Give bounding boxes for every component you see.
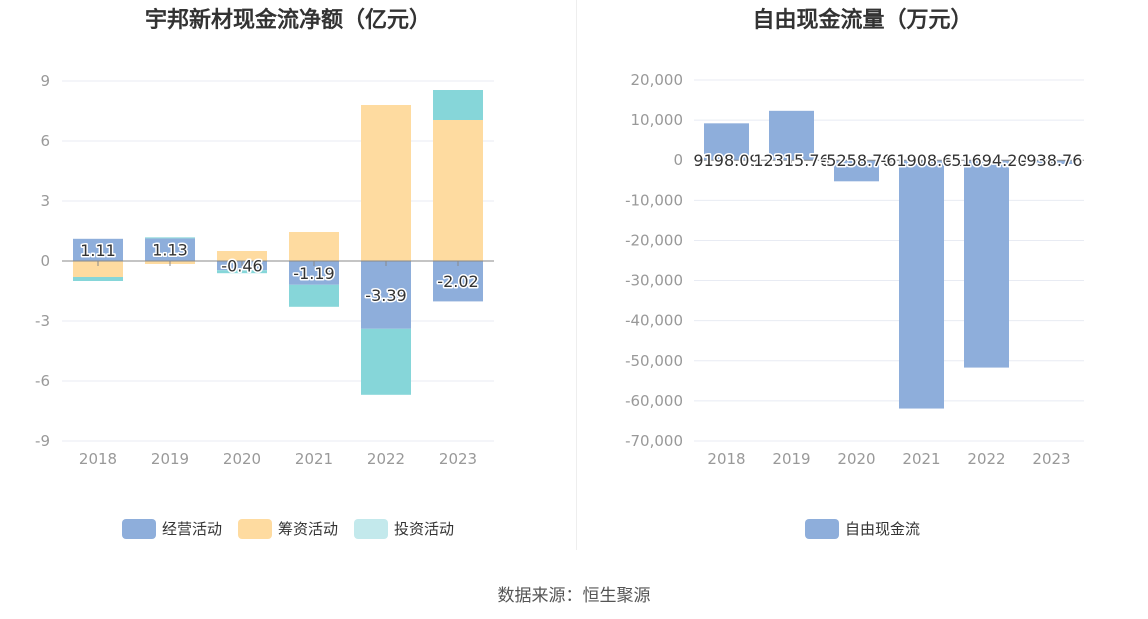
y-tick-label: -20,000 bbox=[625, 231, 683, 249]
x-tick-label: 2018 bbox=[79, 450, 117, 468]
x-tick-label: 2018 bbox=[707, 450, 745, 468]
y-tick-label: -50,000 bbox=[625, 352, 683, 370]
bar-经营活动-2018 bbox=[73, 238, 123, 261]
bar-自由现金流-2019 bbox=[769, 110, 814, 161]
bar-投资活动-2022 bbox=[361, 328, 411, 395]
x-tick-label: 2023 bbox=[1032, 450, 1070, 468]
x-tick-label: 2021 bbox=[295, 450, 333, 468]
x-tick-label: 2020 bbox=[223, 450, 261, 468]
legend-label: 自由现金流 bbox=[844, 520, 920, 538]
x-tick-label: 2022 bbox=[367, 450, 405, 468]
legend-label: 筹资活动 bbox=[277, 520, 338, 538]
y-tick-label: 3 bbox=[40, 192, 50, 210]
legend-item[interactable]: 自由现金流 bbox=[804, 518, 920, 539]
y-tick-label: -10,000 bbox=[625, 191, 683, 209]
legend-swatch bbox=[237, 518, 272, 539]
bar-自由现金流-2018 bbox=[704, 123, 749, 161]
bar-筹资活动-2022 bbox=[361, 105, 411, 261]
data-label: -0.46 bbox=[221, 257, 262, 276]
legend-swatch bbox=[121, 518, 156, 539]
x-tick-label: 2020 bbox=[837, 450, 875, 468]
data-label: -51694.20 bbox=[945, 151, 1027, 170]
y-tick-label: 10,000 bbox=[631, 111, 684, 129]
bar-投资活动-2023 bbox=[433, 90, 483, 120]
y-tick-label: -9 bbox=[35, 432, 50, 450]
bar-自由现金流-2020 bbox=[834, 160, 879, 182]
bar-筹资活动-2018 bbox=[73, 261, 123, 277]
data-label: -61908.61 bbox=[880, 151, 962, 170]
legend-label: 经营活动 bbox=[161, 520, 222, 538]
y-tick-label: -70,000 bbox=[625, 432, 683, 450]
legend-swatch bbox=[804, 518, 839, 539]
legend-item[interactable]: 筹资活动 bbox=[237, 518, 338, 539]
data-label: -5258.70 bbox=[821, 151, 893, 170]
y-tick-label: 20,000 bbox=[631, 71, 684, 89]
chart-title: 宇邦新材现金流净额（亿元） bbox=[144, 8, 431, 33]
free-cashflow-chart-panel: 自由现金流量（万元） 20,000 10,000 0 -10,000 -20,000 -3… bbox=[577, 0, 1148, 560]
y-tick-label: -6 bbox=[35, 372, 50, 390]
legend-label: 投资活动 bbox=[394, 520, 455, 538]
cashflow-net-chart: 9 6 3 0 -3 -6 -9 2018 2019 2020 2021 2022 2023 1.11 1.… bbox=[35, 72, 494, 468]
bar-自由现金流-2021 bbox=[899, 160, 944, 409]
legend-swatch bbox=[354, 518, 388, 539]
bar-筹资活动-2021 bbox=[289, 232, 339, 261]
y-tick-label: -3 bbox=[35, 312, 50, 330]
y-tick-label: 9 bbox=[40, 72, 50, 90]
panel-divider bbox=[576, 0, 577, 550]
data-label: -1.19 bbox=[293, 264, 334, 283]
y-tick-label: 0 bbox=[673, 151, 683, 169]
data-label: 1.11 bbox=[80, 241, 116, 260]
x-tick-label: 2023 bbox=[439, 450, 477, 468]
chart-legend: 自由现金流 bbox=[577, 518, 1148, 539]
x-tick-label: 2019 bbox=[151, 450, 189, 468]
bar-投资活动-2020 bbox=[217, 270, 267, 274]
bar-筹资活动-2020 bbox=[217, 251, 267, 261]
bar-筹资活动-2023 bbox=[433, 120, 483, 261]
data-label: -938.76 bbox=[1021, 151, 1083, 170]
legend-item[interactable]: 经营活动 bbox=[121, 518, 222, 539]
data-label: -2.02 bbox=[437, 272, 478, 291]
y-tick-label: -40,000 bbox=[625, 312, 683, 330]
y-tick-label: -30,000 bbox=[625, 272, 683, 290]
bar-投资活动-2019 bbox=[145, 237, 195, 239]
bar-经营活动-2019 bbox=[145, 238, 195, 261]
data-source: 数据来源：恒生聚源 bbox=[497, 586, 651, 606]
bar-经营活动-2023 bbox=[433, 261, 483, 302]
bar-投资活动-2021 bbox=[289, 284, 339, 307]
data-label: 1.13 bbox=[152, 241, 188, 260]
bar-经营活动-2021 bbox=[289, 261, 339, 285]
data-label: -3.39 bbox=[365, 286, 406, 305]
chart-title: 自由现金流量（万元） bbox=[752, 8, 973, 33]
free-cashflow-chart: 20,000 10,000 0 -10,000 -20,000 -30,000 -40,00… bbox=[625, 71, 1084, 468]
y-tick-label: 6 bbox=[40, 132, 50, 150]
x-tick-label: 2022 bbox=[967, 450, 1005, 468]
x-tick-label: 2019 bbox=[772, 450, 810, 468]
chart-legend: 经营活动 筹资活动 投资活动 bbox=[0, 518, 576, 539]
data-label: 9198.09 bbox=[693, 151, 759, 170]
bar-自由现金流-2022 bbox=[964, 160, 1009, 368]
y-tick-label: 0 bbox=[40, 252, 50, 270]
data-label: 12315.76 bbox=[753, 151, 829, 170]
bar-投资活动-2018 bbox=[73, 277, 123, 281]
y-tick-label: -60,000 bbox=[625, 392, 683, 410]
cashflow-net-chart-panel: 宇邦新材现金流净额（亿元） 9 6 3 0 -3 -6 -9 2018 2019 2020 2021… bbox=[0, 0, 576, 560]
legend-item[interactable]: 投资活动 bbox=[354, 518, 454, 539]
x-tick-label: 2021 bbox=[902, 450, 940, 468]
bar-经营活动-2022 bbox=[361, 261, 411, 329]
